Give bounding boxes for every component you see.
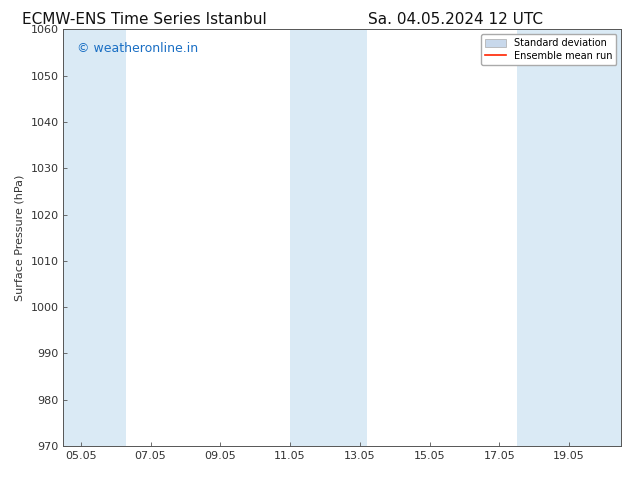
Text: © weatheronline.in: © weatheronline.in	[77, 42, 198, 55]
Y-axis label: Surface Pressure (hPa): Surface Pressure (hPa)	[15, 174, 25, 301]
Bar	[517, 29, 621, 446]
Text: Sa. 04.05.2024 12 UTC: Sa. 04.05.2024 12 UTC	[368, 12, 543, 27]
Text: ECMW-ENS Time Series Istanbul: ECMW-ENS Time Series Istanbul	[22, 12, 266, 27]
Legend: Standard deviation, Ensemble mean run: Standard deviation, Ensemble mean run	[481, 34, 616, 65]
Bar	[63, 29, 126, 446]
Bar	[290, 29, 366, 446]
